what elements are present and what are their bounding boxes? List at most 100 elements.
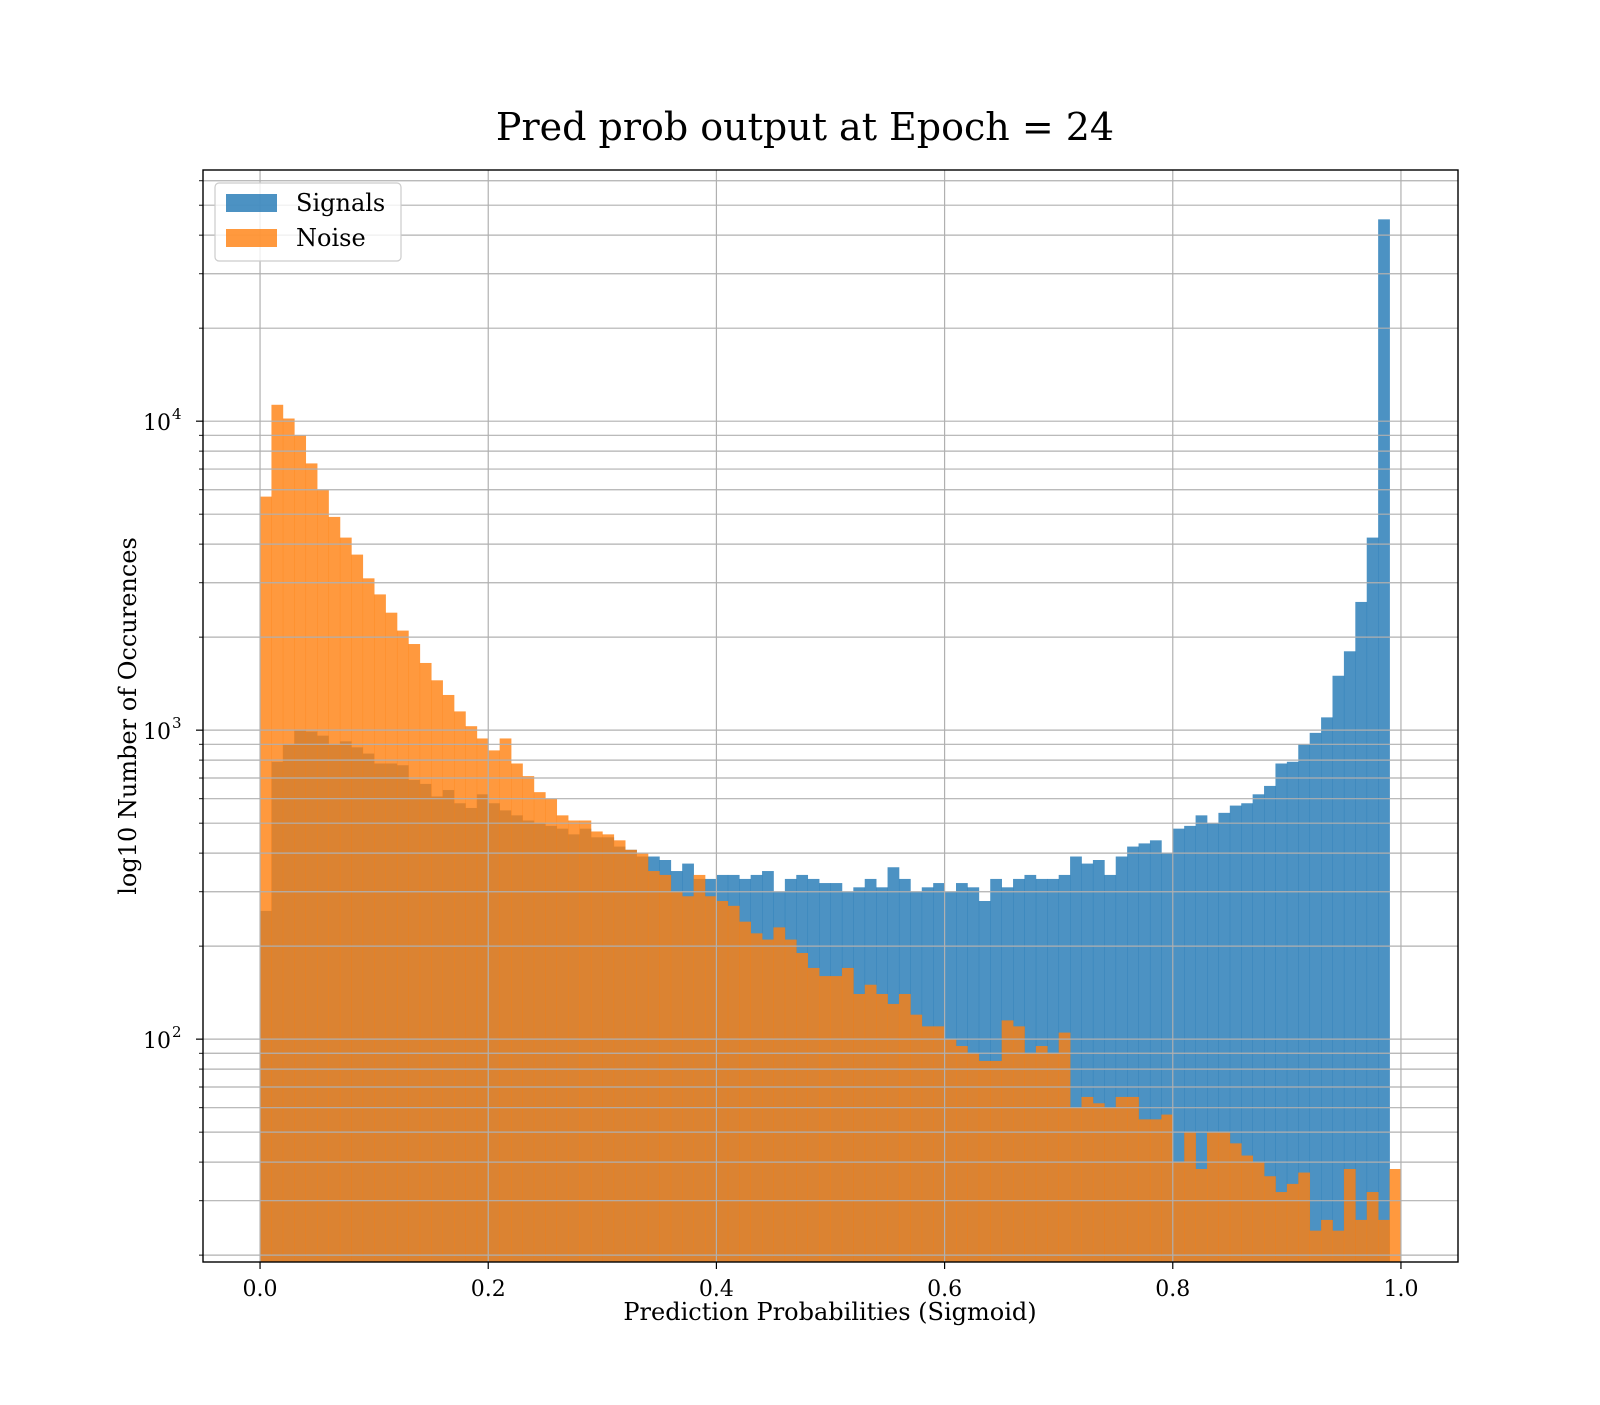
bar-noise xyxy=(625,849,637,1262)
bar-noise xyxy=(750,933,763,1262)
legend-swatch-noise xyxy=(226,229,277,247)
bar-noise xyxy=(1092,1103,1105,1262)
bar-noise xyxy=(579,820,592,1262)
bar-noise xyxy=(1252,1162,1265,1262)
bar-noise xyxy=(374,594,386,1262)
bar-noise xyxy=(1115,1096,1128,1262)
x-tick-label: 0.4 xyxy=(699,1277,734,1302)
y-tick-label: 10 xyxy=(143,1029,171,1054)
x-tick-label: 0.8 xyxy=(1155,1277,1190,1302)
bar-signals xyxy=(1070,856,1082,1262)
bar-signals xyxy=(1115,856,1128,1262)
bar-noise xyxy=(1241,1155,1253,1262)
bar-noise xyxy=(807,967,820,1262)
grid-lines xyxy=(203,170,1458,1262)
bar-noise xyxy=(682,896,694,1262)
bar-signals xyxy=(1241,803,1253,1262)
bar-noise xyxy=(1321,1219,1333,1262)
bar-noise xyxy=(488,750,500,1262)
bar-noise xyxy=(568,820,580,1262)
y-tick-exponent: 4 xyxy=(172,405,182,423)
bar-signals xyxy=(1343,651,1356,1262)
bar-noise xyxy=(1081,1096,1094,1262)
x-axis-label: Prediction Probabilities (Sigmoid) xyxy=(623,1298,1036,1326)
bar-noise xyxy=(819,976,831,1262)
bar-noise xyxy=(944,1039,957,1262)
bar-noise xyxy=(305,463,318,1262)
bar-noise xyxy=(693,874,706,1262)
bar-noise xyxy=(853,993,866,1262)
bar-noise xyxy=(385,612,398,1262)
bar-noise xyxy=(1184,1132,1196,1262)
bar-signals xyxy=(1172,828,1185,1262)
bar-noise xyxy=(362,578,375,1262)
bar-noise xyxy=(408,644,421,1262)
legend: Signals Noise xyxy=(214,182,402,262)
bar-noise xyxy=(659,874,672,1262)
bar-noise xyxy=(978,1060,991,1262)
bar-noise xyxy=(739,921,751,1262)
bar-noise xyxy=(1195,1168,1208,1262)
bar-signals xyxy=(1184,825,1196,1262)
bar-noise xyxy=(476,738,489,1262)
legend-swatch-signals xyxy=(226,194,277,212)
bar-noise xyxy=(1138,1119,1151,1262)
bar-noise xyxy=(282,418,295,1262)
bar-signals xyxy=(1252,794,1265,1262)
bar-noise xyxy=(1264,1176,1276,1262)
bar-noise xyxy=(990,1060,1002,1262)
bar-noise xyxy=(1149,1119,1162,1262)
bar-noise xyxy=(1332,1230,1345,1262)
bar-noise xyxy=(1389,1168,1402,1262)
bar-noise xyxy=(784,939,797,1262)
bar-noise xyxy=(1298,1172,1311,1262)
bar-signals xyxy=(1104,874,1117,1262)
bar-noise xyxy=(1104,1107,1117,1262)
y-axis-label: log10 Number of Occurences xyxy=(114,537,142,895)
bar-signals xyxy=(1366,537,1379,1262)
bar-noise xyxy=(864,984,877,1262)
bar-noise xyxy=(921,1026,934,1262)
y-tick-label: 10 xyxy=(143,720,171,745)
x-tick-label: 0.2 xyxy=(471,1277,506,1302)
bar-noise xyxy=(419,662,432,1262)
bar-noise xyxy=(1378,1219,1390,1262)
bar-noise xyxy=(545,798,558,1262)
bar-noise xyxy=(716,900,729,1262)
bar-noise xyxy=(1355,1219,1368,1262)
x-tick-label: 0.6 xyxy=(927,1277,962,1302)
bar-noise xyxy=(1161,1114,1174,1262)
bar-noise xyxy=(887,1003,900,1262)
bar-noise xyxy=(1207,1132,1219,1262)
legend-label-signals: Signals xyxy=(296,189,385,217)
bar-signals xyxy=(1218,812,1231,1262)
bar-noise xyxy=(670,891,683,1262)
bar-noise xyxy=(1172,1162,1185,1262)
bar-noise xyxy=(328,516,341,1262)
bar-noise xyxy=(830,976,843,1262)
bar-noise xyxy=(1275,1192,1288,1262)
bar-signals xyxy=(1298,744,1311,1262)
bar-noise xyxy=(465,726,478,1262)
bar-noise xyxy=(1229,1143,1242,1262)
bar-noise xyxy=(1218,1132,1231,1262)
bar-noise xyxy=(317,489,329,1263)
bar-noise xyxy=(431,680,443,1262)
bar-signals xyxy=(1332,675,1345,1262)
bar-noise xyxy=(511,763,523,1262)
bar-signals xyxy=(1275,763,1288,1262)
bar-signals xyxy=(1378,219,1390,1263)
bar-noise xyxy=(762,939,774,1262)
bar-noise xyxy=(1024,1053,1037,1262)
y-tick-exponent: 3 xyxy=(172,714,182,732)
bar-noise xyxy=(1366,1192,1379,1262)
legend-label-noise: Noise xyxy=(296,224,366,252)
bar-noise xyxy=(1047,1053,1060,1262)
bar-noise xyxy=(1013,1026,1025,1262)
bar-noise xyxy=(773,927,786,1262)
bar-noise xyxy=(260,496,272,1262)
bar-noise xyxy=(351,554,364,1262)
